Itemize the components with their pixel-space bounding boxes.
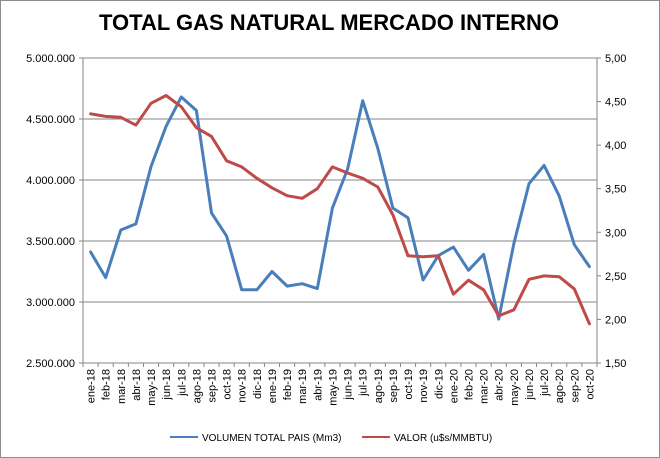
x-tick-label: abr-18 — [131, 369, 143, 401]
x-tick-label: mar-20 — [479, 369, 491, 404]
x-tick-label: oct-20 — [584, 369, 596, 400]
x-tick-label: may-18 — [146, 369, 158, 406]
x-tick-label: feb-20 — [464, 369, 476, 400]
chart-title: TOTAL GAS NATURAL MERCADO INTERNO — [99, 10, 559, 35]
x-tick-label: ene-20 — [448, 369, 460, 403]
y-left-tick-label: 4.000.000 — [26, 175, 75, 187]
x-tick-label: ago-18 — [191, 369, 203, 403]
x-tick-label: abr-20 — [494, 369, 506, 401]
x-tick-label: feb-19 — [282, 369, 294, 400]
x-tick-label: sep-19 — [388, 369, 400, 403]
series-line-2 — [89, 94, 591, 326]
x-tick-label: jun-19 — [343, 369, 355, 401]
y-right-tick-label: 5,00 — [605, 53, 626, 65]
y-right-tick-label: 2,00 — [605, 314, 626, 326]
x-tick-label: dic-18 — [252, 369, 264, 399]
y-right-tick-label: 3,00 — [605, 227, 626, 239]
y-right-tick-label: 1,50 — [605, 358, 626, 370]
x-tick-label: jul-18 — [176, 369, 188, 397]
x-tick-label: jun-18 — [161, 369, 173, 401]
x-tick-label: oct-18 — [222, 369, 234, 400]
y-left-tick-label: 5.000.000 — [26, 53, 75, 65]
x-tick-label: ago-19 — [373, 369, 385, 403]
x-tick-label: oct-19 — [403, 369, 415, 400]
y-left-tick-label: 3.500.000 — [26, 236, 75, 248]
x-tick-label: may-19 — [327, 369, 339, 406]
x-tick-label: sep-20 — [569, 369, 581, 403]
x-tick-label: nov-18 — [237, 369, 249, 403]
x-tick-label: nov-19 — [418, 369, 430, 403]
x-tick-label: mar-18 — [116, 369, 128, 404]
y-left-tick-label: 2.500.000 — [26, 358, 75, 370]
x-tick-label: dic-19 — [433, 369, 445, 399]
y-left-tick-label: 3.000.000 — [26, 297, 75, 309]
y-right-tick-label: 4,50 — [605, 97, 626, 109]
x-tick-label: feb-18 — [101, 369, 113, 400]
x-tick-label: jul-19 — [358, 369, 370, 397]
x-tick-label: ene-18 — [86, 369, 98, 403]
x-tick-label: jun-20 — [524, 369, 536, 401]
y-right-tick-label: 2,50 — [605, 271, 626, 283]
x-tick-label: ene-19 — [267, 369, 279, 403]
legend-label-1: VOLUMEN TOTAL PAIS (Mm3) — [202, 433, 341, 444]
x-tick-label: abr-19 — [312, 369, 324, 401]
y-right-tick-label: 4,00 — [605, 140, 626, 152]
x-tick-label: ago-20 — [554, 369, 566, 403]
x-tick-label: mar-19 — [297, 369, 309, 404]
legend-label-2: VALOR (u$s/MMBTU) — [394, 433, 492, 444]
x-tick-label: sep-18 — [207, 369, 219, 403]
x-tick-label: jul-20 — [539, 369, 551, 397]
y-right-tick-label: 3,50 — [605, 184, 626, 196]
y-left-tick-label: 4.500.000 — [26, 114, 75, 126]
series-line-1 — [89, 95, 591, 321]
x-tick-label: may-20 — [509, 369, 521, 406]
